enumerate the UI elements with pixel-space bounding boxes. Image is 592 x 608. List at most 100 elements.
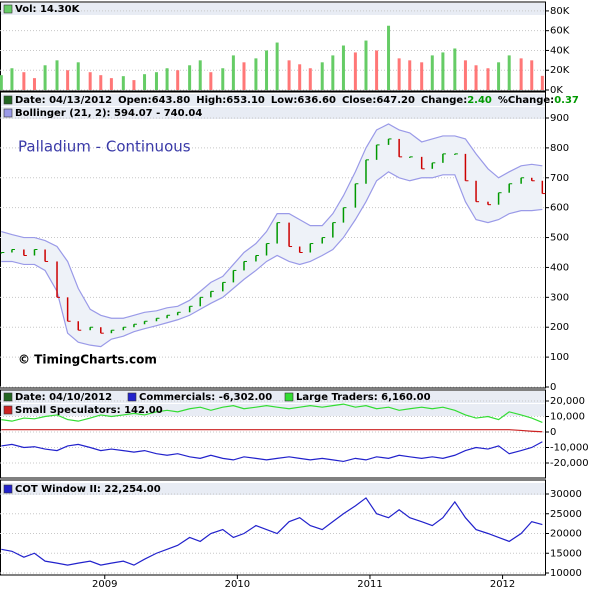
info-label: %Change:	[498, 95, 554, 106]
y-tick-label: 20,000	[550, 396, 585, 407]
info-label: Low:	[271, 95, 297, 106]
legend-label: COT Window II: 22,254.00	[15, 484, 161, 495]
volume-bar	[375, 50, 379, 90]
volume-bar	[540, 75, 544, 90]
volume-bar	[88, 72, 92, 90]
volume-bar	[430, 55, 434, 90]
volume-bar	[507, 55, 511, 90]
panel-header	[1, 483, 545, 495]
volume-bar	[530, 60, 534, 90]
volume-bar	[265, 50, 269, 90]
y-tick-label: 40K	[550, 45, 570, 56]
info-label: Open:	[118, 95, 152, 106]
y-tick-label: 600	[550, 203, 569, 214]
y-tick-label: 300	[550, 292, 569, 303]
chart-title: Palladium - Continuous	[18, 138, 191, 156]
y-tick-label: 100	[550, 352, 569, 363]
volume-bar	[519, 58, 523, 90]
volume-bar	[308, 68, 312, 90]
copyright: © TimingCharts.com	[18, 353, 157, 367]
panel-header	[1, 94, 545, 106]
y-tick-label: 10,000	[550, 412, 585, 423]
y-tick-label: 20K	[550, 65, 570, 76]
panel-header	[1, 107, 545, 119]
panel-header	[1, 404, 545, 416]
panel-frame	[0, 479, 546, 576]
legend-swatch	[3, 4, 13, 14]
info-value: 0.37	[554, 95, 579, 106]
volume-bar	[397, 58, 401, 90]
legend-swatch	[127, 392, 137, 402]
info-label: High:	[196, 95, 226, 106]
legend-label: Large Traders: 6,160.00	[296, 392, 431, 403]
legend-swatch	[3, 484, 13, 494]
volume-bar	[408, 60, 412, 90]
legend-label: Small Speculators: 142.00	[15, 405, 163, 416]
volume-bar	[76, 62, 80, 90]
y-tick-label: 15000	[550, 548, 582, 559]
info-value: 653.10	[226, 95, 265, 106]
x-tick-label: 2009	[92, 579, 117, 590]
y-tick-label: -10,000	[550, 443, 589, 454]
y-tick-label: 0K	[550, 85, 563, 96]
series-line	[1, 429, 543, 433]
legend-swatch	[284, 392, 294, 402]
volume-bar	[353, 52, 357, 90]
volume-bar	[22, 72, 26, 90]
x-tick-label: 2012	[490, 579, 515, 590]
volume-bar	[441, 52, 445, 90]
bollinger-label: Bollinger (21, 2): 594.07 - 740.04	[15, 108, 202, 119]
volume-bar	[453, 48, 457, 90]
volume-bar	[254, 58, 258, 90]
volume-bar	[486, 68, 490, 90]
legend-label: Commercials: -6,302.00	[139, 392, 272, 403]
panel-header	[1, 3, 545, 15]
volume-bar	[242, 62, 246, 90]
y-tick-label: 10000	[550, 568, 582, 579]
volume-bar	[320, 62, 324, 90]
info-value: 2.40	[467, 95, 492, 106]
volume-bar	[420, 62, 424, 90]
volume-bar	[474, 65, 478, 90]
volume-bar	[463, 60, 467, 90]
y-tick-label: 80K	[550, 6, 570, 17]
y-tick-label: 20000	[550, 529, 582, 540]
volume-bar	[341, 45, 345, 90]
y-tick-label: 500	[550, 233, 569, 244]
series-line	[1, 497, 543, 566]
legend-swatch	[3, 95, 13, 105]
y-tick-label: 800	[550, 143, 569, 154]
y-tick-label: 200	[550, 322, 569, 333]
volume-bar	[287, 60, 291, 90]
volume-bar	[387, 25, 391, 91]
volume-bar	[331, 55, 335, 90]
volume-bar	[176, 70, 180, 90]
x-tick-label: 2011	[357, 579, 382, 590]
y-tick-label: 25000	[550, 509, 582, 520]
volume-bar	[109, 78, 113, 90]
volume-bar	[298, 64, 302, 90]
y-tick-label: 400	[550, 262, 569, 273]
volume-bar	[0, 75, 3, 90]
volume-bar	[10, 68, 14, 90]
info-value: 04/13/2012	[49, 95, 112, 106]
info-value: 647.20	[376, 95, 415, 106]
panel-frame	[0, 389, 546, 479]
volume-bar	[221, 68, 225, 90]
volume-bar	[154, 72, 158, 90]
volume-bar	[132, 80, 136, 90]
bollinger-lower	[1, 171, 543, 348]
series-line	[1, 441, 543, 463]
panel-title: Vol: 14.30K	[15, 4, 81, 15]
y-tick-label: 60K	[550, 26, 570, 37]
info-label: Change:	[421, 95, 467, 106]
y-tick-label: -20,000	[550, 458, 589, 469]
x-tick-label: 2010	[225, 579, 250, 590]
legend-swatch	[3, 405, 13, 415]
panel-frame	[0, 1, 546, 92]
legend-swatch	[3, 392, 13, 402]
volume-bar	[275, 42, 279, 90]
volume-bar	[55, 60, 59, 90]
info-value: 643.80	[152, 95, 191, 106]
